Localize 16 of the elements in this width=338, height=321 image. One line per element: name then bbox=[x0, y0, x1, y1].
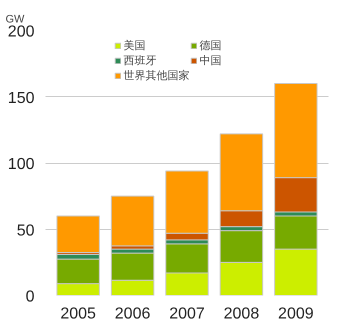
x-tick-label: 2009 bbox=[278, 306, 314, 321]
x-tick-label: 2006 bbox=[114, 306, 150, 321]
y-tick-label: 50 bbox=[16, 222, 35, 240]
legend-label: 德国 bbox=[200, 38, 222, 53]
legend-label: 中国 bbox=[200, 53, 222, 68]
x-tick-label: 2007 bbox=[169, 306, 205, 321]
x-tick-label: 2008 bbox=[224, 306, 260, 321]
x-tick-label: 2005 bbox=[60, 306, 96, 321]
y-tick-label: 200 bbox=[8, 24, 35, 40]
y-tick-label: 100 bbox=[8, 156, 35, 173]
legend-label: 西班牙 bbox=[124, 53, 158, 68]
legend-label: 美国 bbox=[124, 38, 146, 53]
y-tick-label: 0 bbox=[26, 288, 35, 306]
legend-label: 世界其他国家 bbox=[124, 68, 190, 83]
y-tick-label: 150 bbox=[8, 90, 35, 107]
y-axis-title: GW bbox=[6, 14, 26, 26]
